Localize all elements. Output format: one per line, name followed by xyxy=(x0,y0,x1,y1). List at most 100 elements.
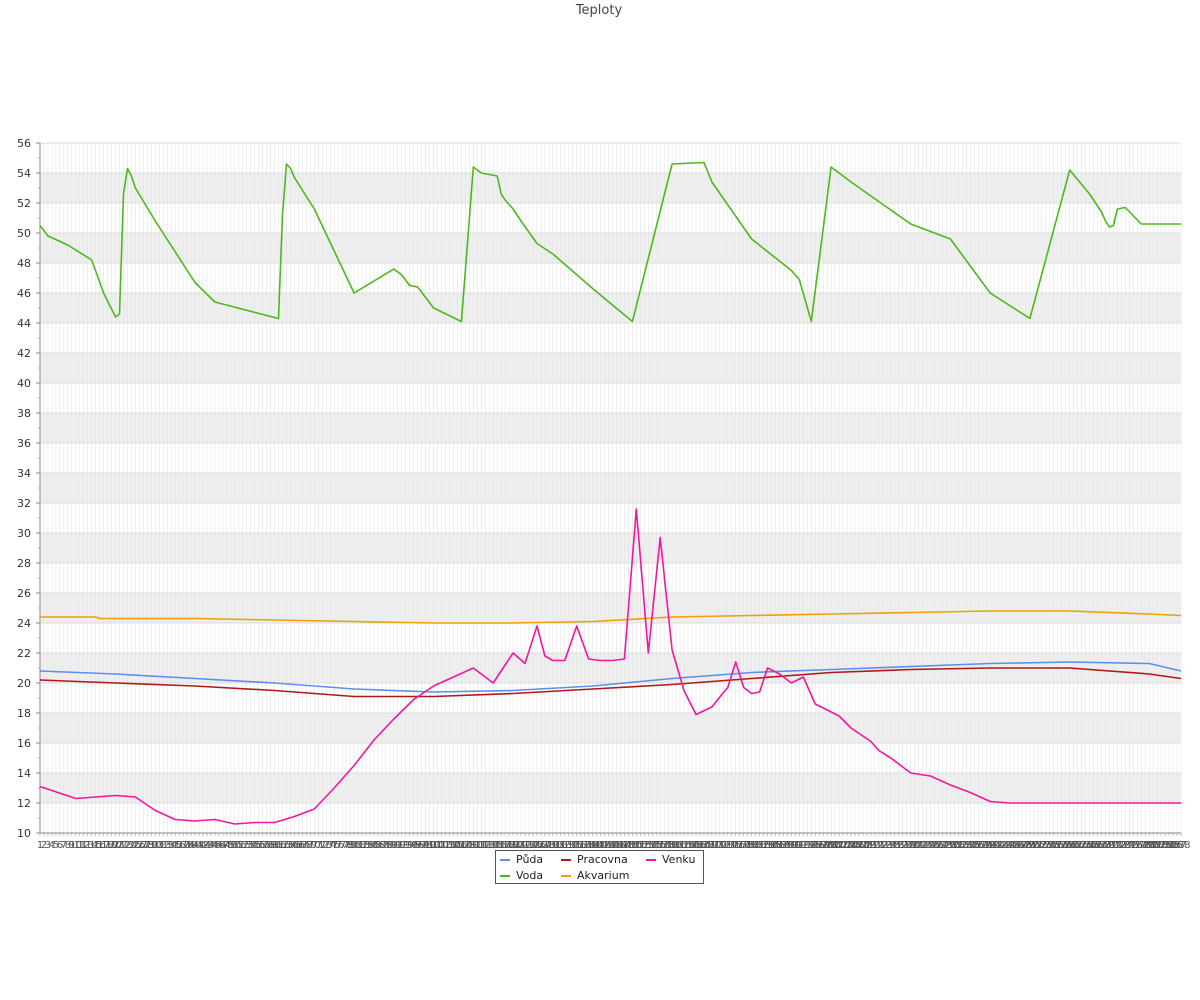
x-tick-label: 260 xyxy=(1060,840,1079,851)
x-tick-label: 126 xyxy=(527,840,546,851)
series-line-voda xyxy=(39,161,1181,323)
x-tick-label: 154 xyxy=(639,840,658,851)
x-tick-label: 237 xyxy=(969,840,988,851)
x-tick-label: 101 xyxy=(428,840,447,851)
x-tick-label: 264 xyxy=(1076,840,1095,851)
x-tick-label: 95 xyxy=(407,840,420,851)
background-band xyxy=(40,533,1181,563)
series-line-puda xyxy=(39,661,1182,693)
x-tick-label: 184 xyxy=(758,840,777,851)
x-tick-label: 188 xyxy=(774,840,793,851)
x-tick-label: 129 xyxy=(539,840,558,851)
x-tick-label: 233 xyxy=(953,840,972,851)
background-band xyxy=(40,593,1181,623)
x-tick-label: 229 xyxy=(937,840,956,851)
x-tick-label: 170 xyxy=(702,840,721,851)
x-tick-label: 282 xyxy=(1148,840,1167,851)
x-tick-label: 196 xyxy=(806,840,825,851)
y-tick-label: 38 xyxy=(17,407,31,420)
x-tick-label: 206 xyxy=(845,840,864,851)
x-tick-label: 3 xyxy=(45,840,51,851)
x-tick-label: 119 xyxy=(500,840,519,851)
x-tick-label: 192 xyxy=(790,840,809,851)
x-tick-label: 256 xyxy=(1044,840,1063,851)
x-tick-label: 15 xyxy=(89,840,102,851)
legend-label-venku: Venku xyxy=(662,853,696,866)
x-tick-label: 35 xyxy=(169,840,182,851)
x-tick-label: 131 xyxy=(547,840,566,851)
x-tick-label: 205 xyxy=(841,840,860,851)
x-tick-label: 267 xyxy=(1088,840,1107,851)
x-tick-label: 148 xyxy=(615,840,634,851)
y-tick-label: 20 xyxy=(17,677,31,690)
x-tick-label: 252 xyxy=(1028,840,1047,851)
x-tick-label: 219 xyxy=(897,840,916,851)
y-tick-label: 52 xyxy=(17,197,31,210)
x-tick-label: 64 xyxy=(284,840,297,851)
x-tick-label: 54 xyxy=(244,840,257,851)
x-tick-label: 194 xyxy=(798,840,817,851)
x-tick-label: 166 xyxy=(686,840,705,851)
x-tick-label: 112 xyxy=(472,840,491,851)
x-tick-label: 167 xyxy=(690,840,709,851)
x-tick-label: 102 xyxy=(432,840,451,851)
x-tick-label: 171 xyxy=(706,840,725,851)
x-tick-label: 67 xyxy=(296,840,309,851)
x-tick-label: 114 xyxy=(480,840,499,851)
legend-item-voda: Voda xyxy=(500,869,543,883)
x-tick-label: 230 xyxy=(941,840,960,851)
background-band xyxy=(40,353,1181,383)
x-tick-label: 28 xyxy=(141,840,154,851)
x-tick-label: 29 xyxy=(145,840,158,851)
x-tick-label: 158 xyxy=(655,840,674,851)
x-tick-label: 201 xyxy=(826,840,845,851)
background-band xyxy=(40,233,1181,263)
x-tick-label: 247 xyxy=(1008,840,1027,851)
x-tick-label: 72 xyxy=(316,840,329,851)
x-tick-label: 117 xyxy=(492,840,511,851)
x-tick-label: 143 xyxy=(595,840,614,851)
x-tick-label: 113 xyxy=(476,840,495,851)
x-tick-label: 80 xyxy=(348,840,361,851)
x-tick-label: 164 xyxy=(678,840,697,851)
x-tick-label: 173 xyxy=(714,840,733,851)
x-tick-label: 249 xyxy=(1016,840,1035,851)
x-tick-label: 259 xyxy=(1056,840,1075,851)
x-tick-label: 98 xyxy=(419,840,432,851)
vertical-gridlines xyxy=(39,143,1182,833)
x-tick-label: 288 xyxy=(1171,840,1190,851)
x-tick-label: 31 xyxy=(153,840,166,851)
x-tick-label: 270 xyxy=(1100,840,1119,851)
x-tick-label: 218 xyxy=(893,840,912,851)
x-tick-label: 59 xyxy=(264,840,277,851)
x-tick-label: 284 xyxy=(1156,840,1175,851)
x-tick-label: 70 xyxy=(308,840,321,851)
x-tick-label: 100 xyxy=(424,840,443,851)
x-tick-label: 7 xyxy=(61,840,67,851)
x-tick-label: 137 xyxy=(571,840,590,851)
x-tick-label: 181 xyxy=(746,840,765,851)
x-tick-label: 185 xyxy=(762,840,781,851)
y-tick-label: 26 xyxy=(17,587,31,600)
x-tick-label: 198 xyxy=(814,840,833,851)
y-tick-label: 32 xyxy=(17,497,31,510)
x-tick-label: 217 xyxy=(889,840,908,851)
x-tick-label: 281 xyxy=(1144,840,1163,851)
x-tick-label: 178 xyxy=(734,840,753,851)
x-tick-label: 225 xyxy=(921,840,940,851)
series-line-venku xyxy=(39,508,1181,825)
x-tick-label: 13 xyxy=(81,840,94,851)
x-tick-label: 285 xyxy=(1160,840,1179,851)
background-band xyxy=(40,173,1181,203)
x-tick-label: 136 xyxy=(567,840,586,851)
y-tick-label: 28 xyxy=(17,557,31,570)
x-tick-label: 56 xyxy=(252,840,265,851)
x-tick-label: 141 xyxy=(587,840,606,851)
x-tick-label: 47 xyxy=(217,840,230,851)
x-tick-label: 93 xyxy=(399,840,412,851)
x-tick-label: 242 xyxy=(989,840,1008,851)
x-tick-label: 240 xyxy=(981,840,1000,851)
x-tick-label: 190 xyxy=(782,840,801,851)
x-tick-label: 146 xyxy=(607,840,626,851)
x-tick-label: 43 xyxy=(201,840,214,851)
